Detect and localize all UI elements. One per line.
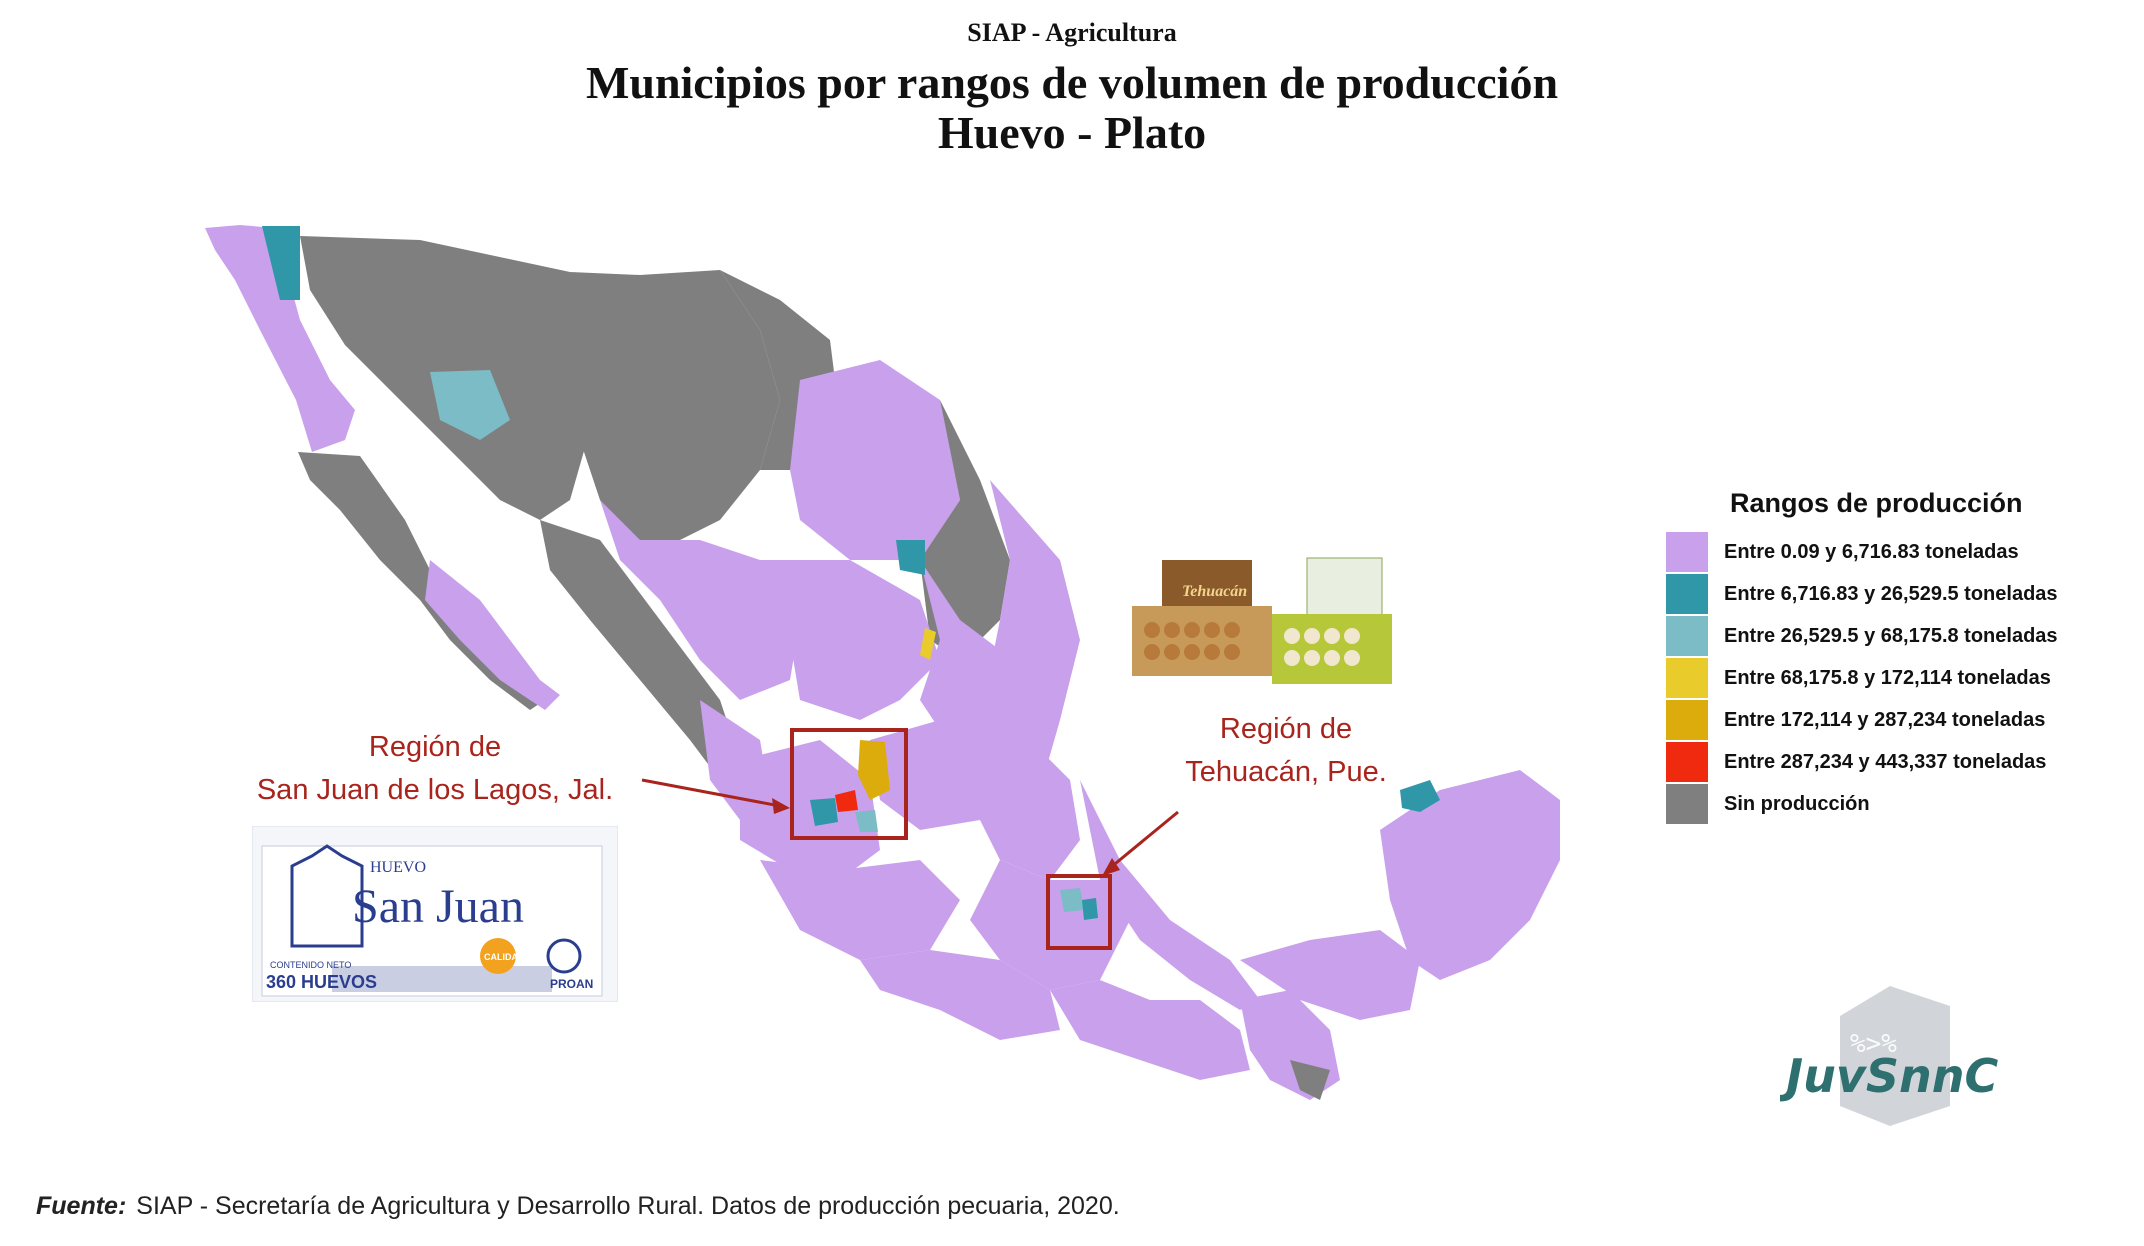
legend-label: Entre 287,234 y 443,337 toneladas [1724,750,2047,773]
state-regions [205,225,1560,1100]
san-juan-region-label: Región de San Juan de los Lagos, Jal. [220,726,650,812]
map-title: Municipios por rangos de volumen de prod… [585,57,1559,108]
legend-swatch [1666,616,1708,656]
source-text: SIAP - Secretaría de Agricultura y Desar… [136,1192,1120,1220]
tehuacan-teal-cluster [1060,888,1084,912]
zacatecas [760,560,940,720]
hidalgo-queretaro [980,740,1080,880]
jalisco-red-cluster [835,790,858,812]
tabasco-campeche [1240,930,1420,1020]
jalisco [740,740,880,880]
legend-item: Entre 68,175.8 y 172,114 toneladas [1666,657,2126,699]
legend-item: Entre 6,716.83 y 26,529.5 toneladas [1666,573,2126,615]
legend-label: Entre 0.09 y 6,716.83 toneladas [1724,540,2019,563]
jalisco-lightteal-cluster [855,810,878,832]
san-juan-content-label: CONTENIDO NETO [270,960,351,970]
durango-yellow-cluster [920,628,936,660]
map-subtitle: Huevo - Plato [937,107,1207,158]
coahuila-east [790,360,960,560]
san-juan-maker: PROAN [550,977,593,991]
san-juan-quality-seal: CALIDAD [484,952,525,962]
jalisco-yellow-cluster [858,740,890,800]
sonora-central-cluster [430,370,510,440]
tehuacan-highlight-box [1046,874,1112,950]
tehuacan-teal-cluster-2 [1082,898,1098,920]
legend-label: Entre 6,716.83 y 26,529.5 toneladas [1724,582,2058,605]
legend-item: Entre 172,114 y 287,234 toneladas [1666,699,2126,741]
logo-symbol: %>% [1850,1029,1897,1059]
guerrero [860,950,1060,1040]
san-juan-label-line1: Región de [368,731,502,763]
legend-item: Entre 287,234 y 443,337 toneladas [1666,741,2126,783]
source-label: Fuente: [36,1192,127,1220]
san-juan-arrow [641,778,781,808]
sonora-ne-corner [262,226,300,300]
durango [600,500,800,700]
legend-swatch [1666,532,1708,572]
baja-california-sur-cape [425,560,560,710]
jalisco-teal-cluster [810,798,838,826]
legend-item: Entre 26,529.5 y 68,175.8 toneladas [1666,615,2126,657]
san-juan-quantity: 360 HUEVOS [266,972,377,992]
legend-label: Entre 172,114 y 287,234 toneladas [1724,708,2046,731]
tehuacan-label-line1: Región de [1219,713,1353,745]
source-footer: Fuente: SIAP - Secretaría de Agricultura … [36,1192,1120,1221]
legend-label: Sin producción [1724,792,1870,815]
coahuila-teal-cluster [896,540,925,575]
san-juan-brand-big: San Juan [352,880,524,933]
legend-swatch [1666,784,1708,824]
yucatan-quintana-roo [1380,770,1560,980]
legend-swatch [1666,742,1708,782]
legend-item: Sin producción [1666,783,2126,825]
tehuacan-egg-cartons-image: Tehuacán [1132,557,1392,684]
yucatan-teal-cluster [1400,780,1440,812]
veracruz [1080,780,1260,1010]
san-juan-arrowhead [772,798,790,814]
map-supertitle: SIAP - Agricultura [967,18,1177,47]
sinaloa [540,520,740,780]
san-luis-potosi [920,560,1030,780]
chiapas-south [1290,1060,1330,1100]
legend-swatch [1666,658,1708,698]
tehuacan-arrow [1109,810,1179,870]
legend-swatch [1666,700,1708,740]
san-juan-brand-small: HUEVO [370,859,426,876]
michoacan [760,860,960,960]
legend-item: Entre 0.09 y 6,716.83 toneladas [1666,531,2126,573]
san-juan-egg-box-image: HUEVO San Juan CONTENIDO NETO 360 HUEVOS… [252,826,618,1002]
producer-clusters [810,540,1440,920]
juvsnnc-logo: %>% JuvSnnC [1780,986,1998,1126]
tehuacan-arrowhead [1102,858,1120,876]
legend-label: Entre 26,529.5 y 68,175.8 toneladas [1724,624,2058,647]
legend-swatch [1666,574,1708,614]
guanajuato [870,720,990,830]
oaxaca [1050,980,1250,1080]
baja-california-north [205,225,355,452]
legend-label: Entre 68,175.8 y 172,114 toneladas [1724,666,2051,689]
san-juan-label-line2: San Juan de los Lagos, Jal. [256,774,614,806]
tehuacan-region-label: Región de Tehuacán, Pue. [1136,708,1436,794]
tehuacan-label-line2: Tehuacán, Pue. [1185,756,1387,788]
legend-title: Rangos de producción [1730,488,2023,518]
legend: Rangos de producción Entre 0.09 y 6,716.… [1666,488,2126,825]
tehuacan-brand: Tehuacán [1182,583,1247,600]
san-juan-highlight-box [790,728,908,840]
chihuahua [570,270,780,540]
logo-text: JuvSnnC [1780,1049,1998,1103]
